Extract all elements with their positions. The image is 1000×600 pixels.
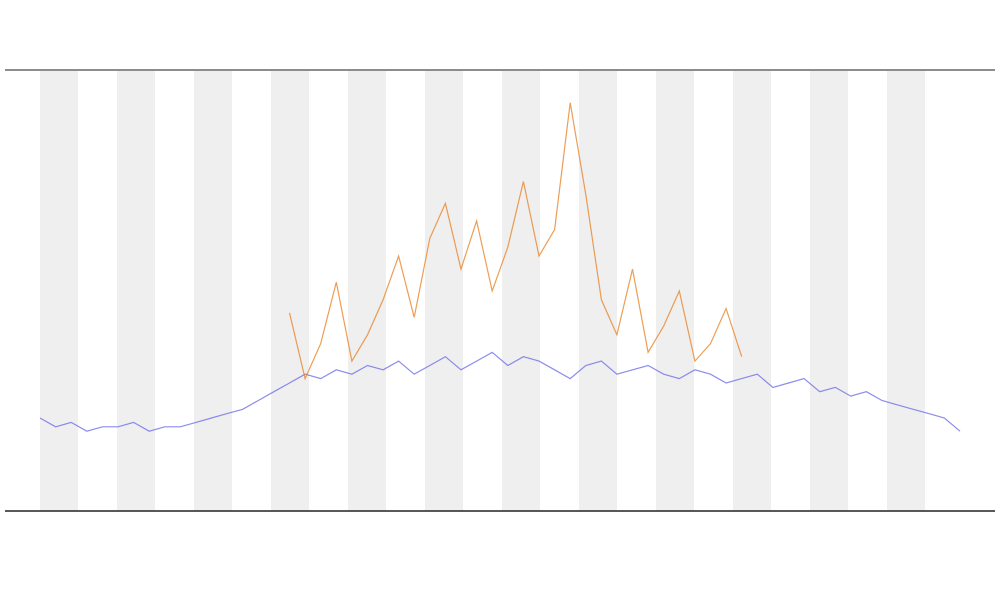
band [810,71,848,511]
background-bands [40,71,925,511]
band [502,71,540,511]
band [656,71,694,511]
band [271,71,309,511]
band [425,71,463,511]
band [733,71,771,511]
series-line [39,351,961,432]
band [579,71,617,511]
band [117,71,155,511]
band [40,71,78,511]
band [348,71,386,511]
band [194,71,232,511]
band [887,71,925,511]
series-line [288,102,743,381]
